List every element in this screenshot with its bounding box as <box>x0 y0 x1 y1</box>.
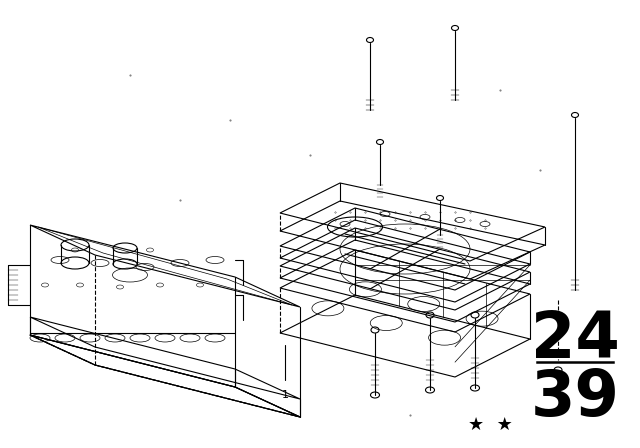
Text: 24: 24 <box>531 309 620 371</box>
Text: 1: 1 <box>282 390 289 400</box>
Text: ★  ★: ★ ★ <box>468 416 513 434</box>
Text: 39: 39 <box>531 367 620 429</box>
